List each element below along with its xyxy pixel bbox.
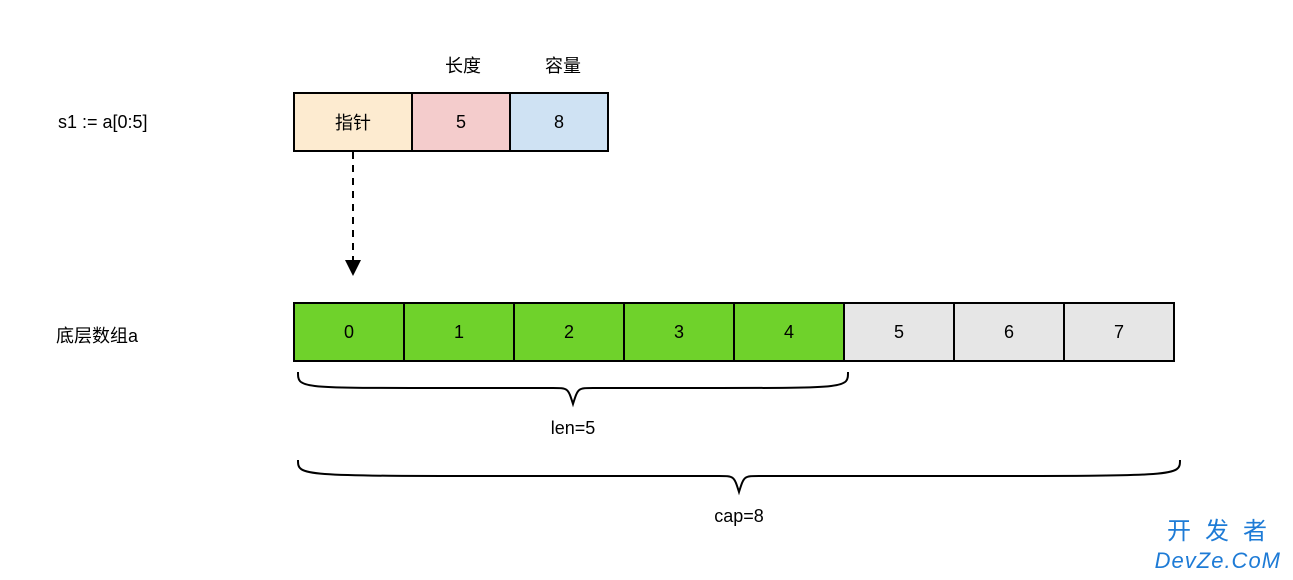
len-brace-label: len=5 [293, 418, 853, 439]
len-header-label: 长度 [413, 52, 513, 78]
watermark-line2: DevZe.CoM [1155, 548, 1281, 574]
pointer-arrow [330, 152, 380, 282]
array-cell-5: 5 [843, 302, 955, 362]
array-cell-0: 0 [293, 302, 405, 362]
slice-header-cell-0: 指针 [293, 92, 413, 152]
cap-brace-label: cap=8 [293, 506, 1185, 527]
array-cell-3: 3 [623, 302, 735, 362]
array-cell-4: 4 [733, 302, 845, 362]
slice-expression-label: s1 := a[0:5] [58, 112, 148, 133]
array-cell-6: 6 [953, 302, 1065, 362]
array-cell-2: 2 [513, 302, 625, 362]
array-cell-1: 1 [403, 302, 515, 362]
array-row: 01234567 [293, 302, 1175, 362]
watermark-line1: 开发者 [1167, 511, 1281, 546]
array-label: 底层数组a [56, 322, 138, 348]
slice-header-cell-2: 8 [509, 92, 609, 152]
array-cell-7: 7 [1063, 302, 1175, 362]
len-brace [293, 370, 853, 412]
cap-header-label: 容量 [513, 52, 613, 78]
cap-brace [293, 458, 1185, 500]
slice-header-row: 指针58 [293, 92, 609, 152]
slice-header-cell-1: 5 [411, 92, 511, 152]
